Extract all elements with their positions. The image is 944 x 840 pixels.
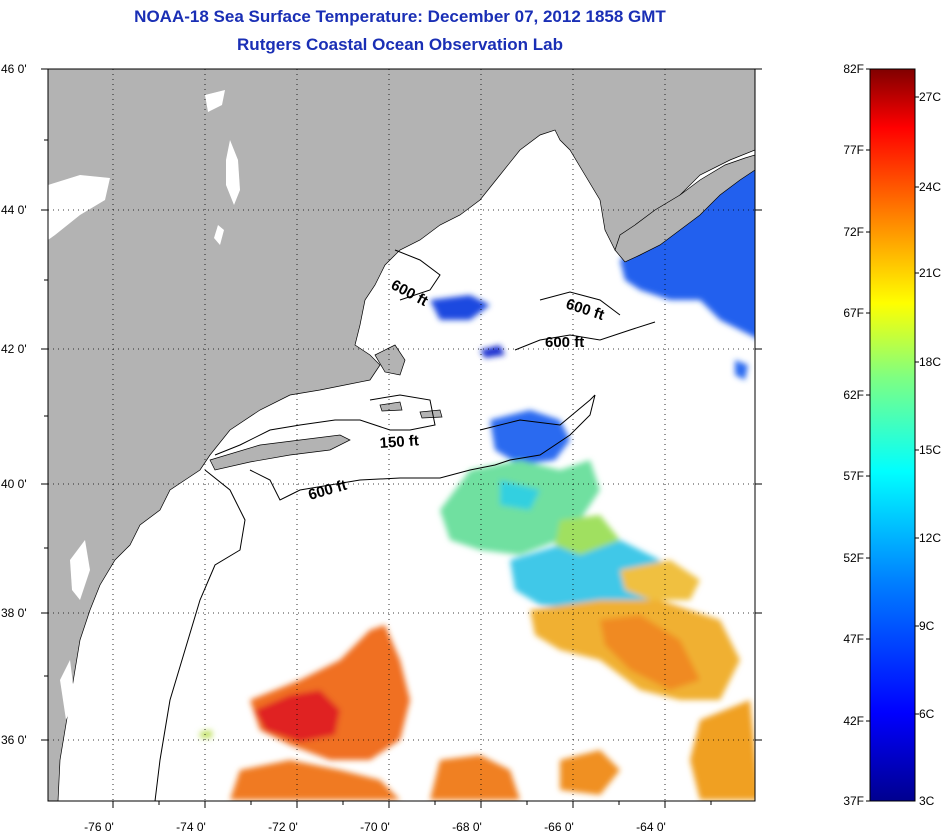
colorbar-c-label: 21C [919,266,941,280]
lat-lon-grid [48,69,755,801]
lon-tick-labels: -76 0' -74 0' -72 0' -70 0' -68 0' -66 0… [84,820,666,834]
lon-label: -64 0' [636,820,666,834]
lon-label: -76 0' [84,820,114,834]
lat-label: 40 0' [1,477,27,491]
colorbar-f-label: 47F [843,632,864,646]
lat-label: 36 0' [1,733,27,747]
colorbar-f-label: 37F [843,794,864,808]
colorbar-c-label: 6C [919,707,935,721]
colorbar-c-label: 3C [919,794,935,808]
map-title: NOAA-18 Sea Surface Temperature: Decembe… [134,7,666,26]
colorbar-f-label: 62F [843,388,864,402]
lat-tick-labels: 46 0' 44 0' 42 0' 40 0' 38 0' 36 0' [1,62,27,747]
colorbar-c-label: 12C [919,531,941,545]
lat-label: 46 0' [1,62,27,76]
colorbar-f-label: 72F [843,225,864,239]
lon-label: -72 0' [268,820,298,834]
lon-label: -74 0' [176,820,206,834]
lon-label: -70 0' [360,820,390,834]
contour-label-600ft: 600 ft [545,334,584,351]
colorbar-c-label: 9C [919,619,935,633]
colorbar-f-label: 57F [843,469,864,483]
contour-label-150ft: 150 ft [379,432,419,452]
tick-marks [41,68,762,808]
colorbar-c-label: 15C [919,443,941,457]
colorbar-f-label: 67F [843,306,864,320]
colorbar-f-label: 77F [843,143,864,157]
colorbar-gradient [869,68,916,802]
colorbar-f-label: 52F [843,551,864,565]
colorbar: 82F 77F 72F 67F 62F 57F 52F 47F 42F 37F … [843,62,941,808]
land-layer [48,69,755,801]
lat-label: 44 0' [1,203,27,217]
colorbar-f-label: 42F [843,714,864,728]
lat-label: 38 0' [1,606,27,620]
colorbar-c-label: 27C [919,90,941,104]
colorbar-f-label: 82F [843,62,864,76]
map-frame [47,68,756,802]
lakes [48,90,240,720]
lat-label: 42 0' [1,342,27,356]
lon-label: -68 0' [452,820,482,834]
colorbar-c-label: 24C [919,180,941,194]
colorbar-c-label: 18C [919,355,941,369]
map-subtitle: Rutgers Coastal Ocean Observation Lab [237,35,563,54]
depth-contours [154,249,656,801]
lon-label: -66 0' [544,820,574,834]
